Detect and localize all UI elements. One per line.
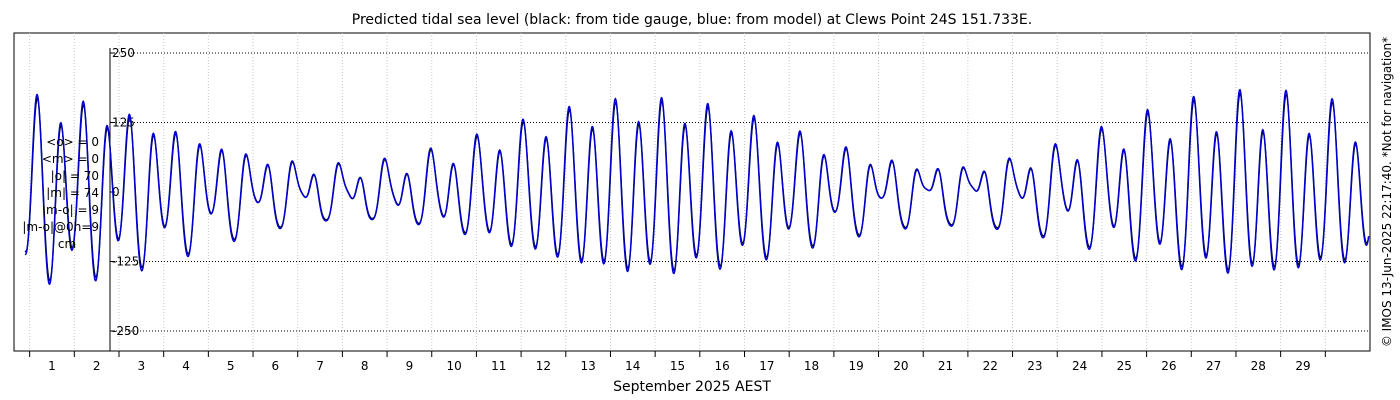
x-axis: 1 2 3 4 5 6 7 8 9 10 11 12 13 14 15 16 17 18 19 20 21 22 23 24 2… (29, 351, 1326, 373)
stats-line: cm (58, 237, 76, 251)
series-line-model (24, 88, 1370, 285)
stats-block: <o> = 0 <m> = 0 |o| = 70 |m| = 74 |m-o| = 9 |… (22, 135, 99, 251)
plot-frame (13, 32, 1371, 352)
x-tick-label: 22 (983, 359, 998, 373)
stats-line: <o> = 0 (46, 135, 99, 149)
x-tick-label: 21 (938, 359, 953, 373)
x-tick-label: 14 (625, 359, 640, 373)
x-tick-label: 15 (670, 359, 685, 373)
x-tick-label: 1 (48, 359, 56, 373)
x-tick-label: 13 (580, 359, 595, 373)
chart-title: Predicted tidal sea level (black: from t… (352, 12, 1032, 28)
x-tick-label: 25 (1117, 359, 1132, 373)
x-tick-label: 3 (138, 359, 146, 373)
x-tick-label: 5 (227, 359, 235, 373)
y-tick-label: -250 (112, 324, 139, 338)
x-tick-label: 16 (715, 359, 730, 373)
x-tick-label: 12 (536, 359, 551, 373)
stats-line: |m-o|@0h=9 (22, 220, 99, 234)
x-tick-label: 29 (1295, 359, 1310, 373)
stats-line: <m> = 0 (42, 152, 99, 166)
y-tick-label: 250 (112, 46, 135, 60)
x-tick-label: 19 (849, 359, 864, 373)
stats-line: |m| = 74 (46, 186, 99, 200)
copyright-note: © IMOS 13-Jun-2025 22:17:40. *Not for na… (1380, 37, 1394, 347)
x-tick-label: 24 (1072, 359, 1087, 373)
x-tick-label: 23 (1027, 359, 1042, 373)
x-tick-label: 7 (316, 359, 324, 373)
x-tick-label: 17 (759, 359, 774, 373)
x-tick-label: 10 (446, 359, 461, 373)
x-tick-label: 6 (272, 359, 280, 373)
stats-line: |o| = 70 (51, 169, 99, 183)
x-axis-label: September 2025 AEST (613, 379, 771, 395)
x-tick-label: 8 (361, 359, 369, 373)
series-lines (24, 88, 1370, 285)
stats-line: |m-o| = 9 (42, 203, 99, 217)
x-tick-label: 26 (1161, 359, 1176, 373)
x-tick-label: 9 (406, 359, 414, 373)
x-tick-label: 2 (93, 359, 101, 373)
x-tick-label: 11 (491, 359, 506, 373)
y-tick-label: 0 (112, 185, 120, 199)
x-tick-label: 27 (1206, 359, 1221, 373)
x-tick-label: 28 (1251, 359, 1266, 373)
x-tick-label: 18 (804, 359, 819, 373)
x-tick-label: 20 (893, 359, 908, 373)
y-tick-label: -125 (112, 255, 139, 269)
x-tick-label: 4 (182, 359, 190, 373)
